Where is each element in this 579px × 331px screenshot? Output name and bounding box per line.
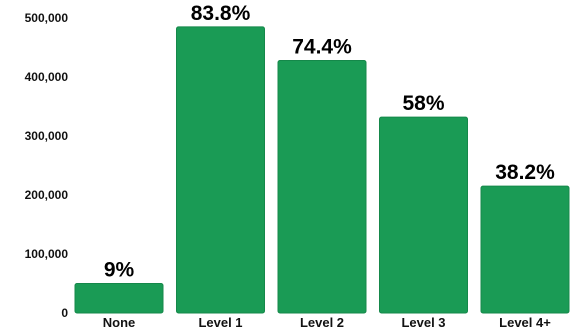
y-tick-label: 300,000 bbox=[25, 129, 69, 143]
data-label: 38.2% bbox=[495, 161, 555, 184]
x-axis: None Level 1 Level 2 Level 3 Level 4+ bbox=[103, 315, 551, 330]
y-tick-label: 500,000 bbox=[25, 11, 69, 25]
data-label: 58% bbox=[402, 92, 444, 115]
y-tick-label: 0 bbox=[61, 306, 68, 320]
x-category-label: Level 1 bbox=[198, 315, 242, 330]
bar-none bbox=[74, 283, 164, 314]
bar-level-1 bbox=[176, 26, 265, 314]
x-category-label: Level 2 bbox=[300, 315, 344, 330]
x-category-label: Level 3 bbox=[401, 315, 445, 330]
bar-level-2 bbox=[277, 59, 367, 314]
bar-level-4 bbox=[480, 185, 570, 314]
data-label: 9% bbox=[104, 259, 135, 282]
bars bbox=[74, 26, 570, 314]
y-axis: 0 100,000 200,000 300,000 400,000 500,000 bbox=[25, 11, 69, 320]
y-tick-label: 100,000 bbox=[25, 247, 69, 261]
data-label: 83.8% bbox=[191, 2, 251, 25]
y-tick-label: 200,000 bbox=[25, 188, 69, 202]
x-category-label: None bbox=[103, 315, 136, 330]
y-tick-label: 400,000 bbox=[25, 70, 69, 84]
data-labels: 9% 83.8% 74.4% 58% 38.2% bbox=[104, 2, 555, 282]
x-category-label: Level 4+ bbox=[499, 315, 551, 330]
bar-level-3 bbox=[379, 116, 468, 314]
data-label: 74.4% bbox=[292, 35, 352, 58]
